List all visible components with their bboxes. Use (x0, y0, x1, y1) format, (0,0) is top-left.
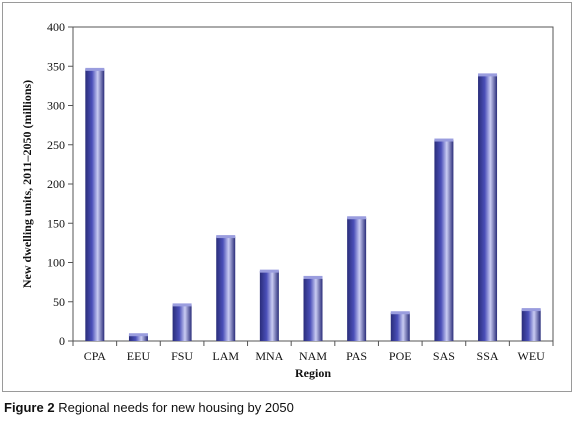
y-tick-label: 0 (59, 334, 65, 348)
bar-poe (390, 312, 410, 341)
y-tick-label: 150 (47, 216, 65, 230)
bar-cap-cpa (85, 67, 105, 71)
x-tick-label: FSU (171, 349, 193, 363)
bar-eeu (128, 334, 148, 341)
figure-label: Figure 2 (4, 400, 55, 415)
x-tick-label: WEU (518, 349, 546, 363)
y-tick-label: 200 (47, 177, 65, 191)
x-tick-label: SSA (477, 349, 499, 363)
x-tick-label: POE (389, 349, 412, 363)
bar-cap-fsu (172, 303, 192, 307)
bar-mna (259, 271, 279, 341)
bar-lam (216, 236, 236, 341)
bar-cap-mna (259, 269, 279, 273)
bar-nam (303, 277, 323, 341)
bar-cpa (85, 69, 105, 341)
y-tick-label: 350 (47, 59, 65, 73)
bar-weu (521, 309, 541, 341)
bar-cap-poe (390, 311, 410, 315)
x-tick-label: NAM (299, 349, 327, 363)
y-tick-label: 300 (47, 99, 65, 113)
y-tick-label: 400 (47, 20, 65, 34)
bars (85, 67, 541, 341)
x-tick-label: LAM (212, 349, 239, 363)
bar-ssa (478, 74, 498, 341)
y-tick-label: 250 (47, 138, 65, 152)
bar-sas (434, 140, 454, 341)
bar-cap-nam (303, 275, 323, 279)
x-tick-label: PAS (346, 349, 367, 363)
y-axis: 0 50 100 150 200 250 300 350 400 (47, 20, 73, 348)
figure-caption-text: Regional needs for new housing by 2050 (58, 400, 294, 415)
bar-cap-ssa (478, 73, 498, 77)
bar-fsu (172, 304, 192, 341)
x-axis: CPA EEU FSU LAM MNA NAM PAS POE SAS SSA WEU (72, 341, 554, 363)
bar-cap-lam (216, 235, 236, 239)
bar-cap-eeu (128, 333, 148, 337)
y-tick-label: 50 (53, 295, 65, 309)
x-tick-label: MNA (255, 349, 283, 363)
figure-caption: Figure 2 Regional needs for new housing … (4, 400, 294, 415)
bar-cap-sas (434, 138, 454, 142)
y-axis-title: New dwelling units, 2011–2050 (millions) (20, 80, 34, 288)
bar-chart: 0 50 100 150 200 250 300 350 400 CPA EEU FSU LAM MNA… (20, 20, 554, 380)
x-tick-label: CPA (84, 349, 107, 363)
bar-cap-pas (347, 216, 367, 220)
x-axis-title: Region (295, 366, 331, 380)
bar-cap-weu (521, 308, 541, 312)
x-tick-label: SAS (433, 349, 455, 363)
x-tick-label: EEU (127, 349, 151, 363)
y-tick-label: 100 (47, 256, 65, 270)
figure-frame: 0 50 100 150 200 250 300 350 400 CPA EEU FSU LAM MNA… (2, 2, 572, 392)
bar-pas (347, 217, 367, 341)
